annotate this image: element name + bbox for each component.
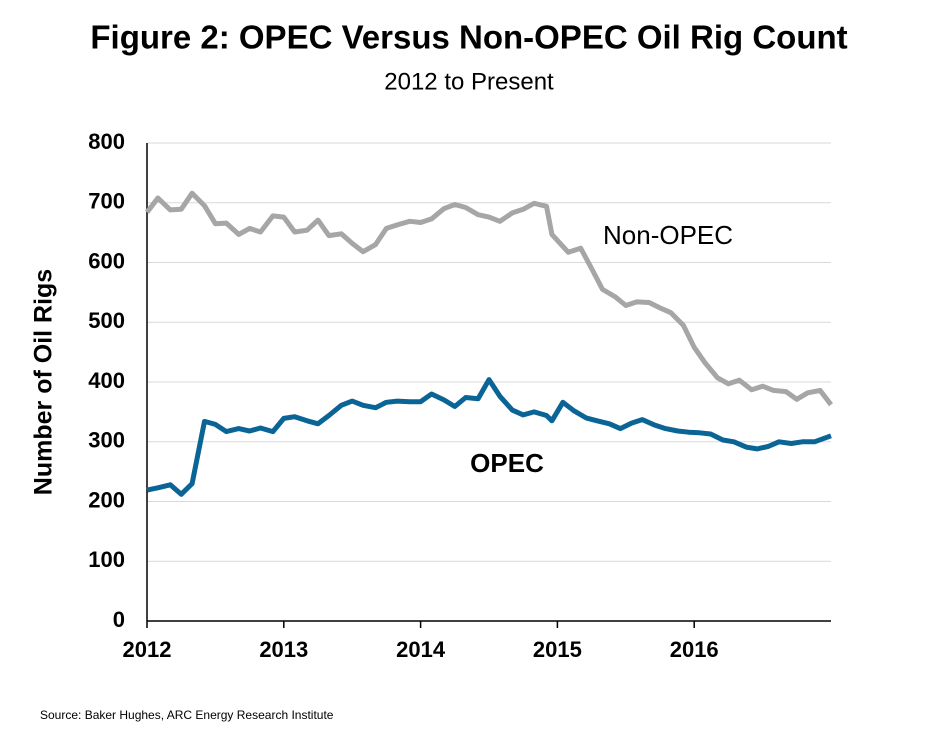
source-note: Source: Baker Hughes, ARC Energy Researc…: [40, 708, 334, 722]
x-tick-label: 2013: [259, 637, 308, 662]
y-tick-label: 700: [88, 189, 125, 214]
x-tick-label: 2016: [670, 637, 719, 662]
series-label: OPEC: [470, 448, 544, 478]
x-tick-label: 2014: [396, 637, 446, 662]
series-line: [146, 377, 832, 497]
y-tick-label: 300: [88, 428, 125, 453]
y-tick-label: 200: [88, 487, 125, 512]
chart-subtitle: 2012 to Present: [384, 68, 554, 95]
y-tick-label: 800: [88, 129, 125, 154]
y-axis-label: Number of Oil Rigs: [30, 269, 58, 495]
y-tick-label: 100: [88, 547, 125, 572]
y-tick-label: 600: [88, 248, 125, 273]
x-tick-label: 2015: [533, 637, 582, 662]
y-tick-label: 0: [113, 607, 125, 632]
series-label: Non-OPEC: [603, 220, 733, 250]
y-tick-label: 400: [88, 368, 125, 393]
chart-title: Figure 2: OPEC Versus Non-OPEC Oil Rig C…: [90, 19, 847, 56]
x-tick-label: 2012: [123, 637, 172, 662]
y-tick-label: 500: [88, 308, 125, 333]
series-line: [145, 190, 833, 407]
